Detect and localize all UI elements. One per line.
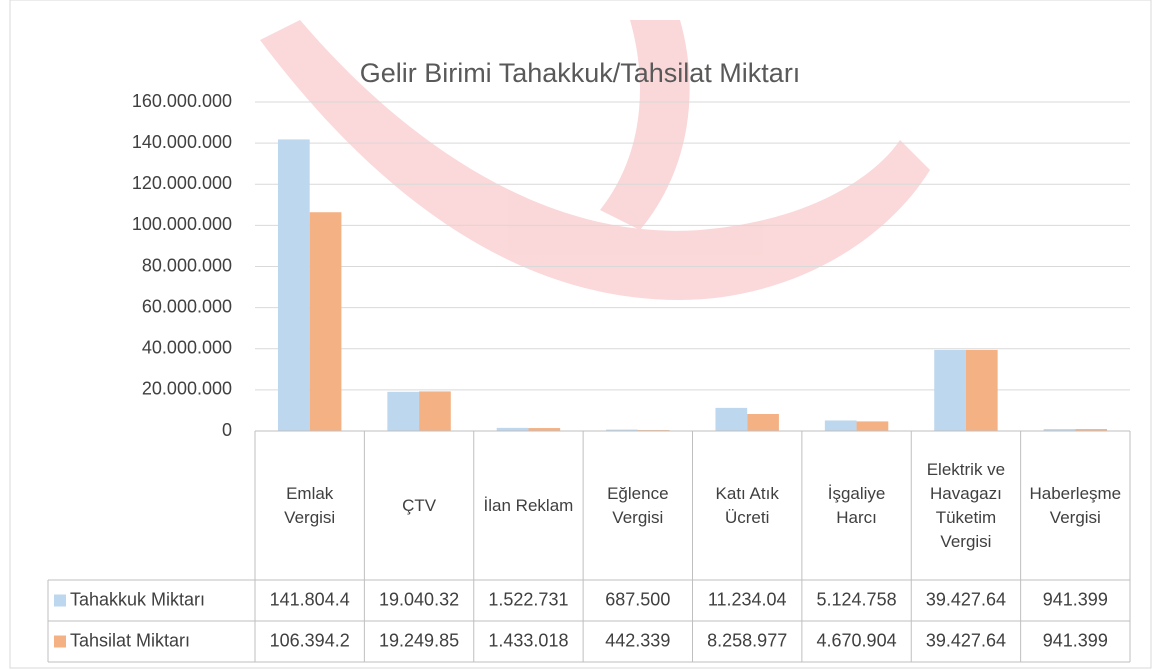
- chart-title: Gelir Birimi Tahakkuk/Tahsilat Miktarı: [360, 58, 801, 88]
- bar: [419, 391, 451, 431]
- table-value: 19.040.32: [379, 589, 459, 609]
- x-tick-label: Emlak Vergisi: [284, 483, 336, 527]
- x-tick-label: Eğlence Vergisi: [607, 483, 669, 527]
- table-value: 141.804.4: [270, 589, 350, 609]
- bar: [309, 212, 342, 431]
- x-tick-label: Katı Atık Ücreti: [715, 483, 779, 527]
- legend-label: Tahakkuk Miktarı: [70, 589, 205, 609]
- table-value: 1.522.731: [488, 589, 568, 609]
- bar: [496, 427, 529, 431]
- y-tick-label: 100.000.000: [132, 214, 232, 234]
- bar: [1043, 429, 1076, 431]
- bar: [715, 407, 748, 431]
- y-tick-label: 0: [222, 420, 232, 440]
- x-tick-label: Haberleşme Vergisi: [1029, 483, 1122, 527]
- table-value: 19.249.85: [379, 630, 459, 650]
- x-tick-label: İlan Reklam: [483, 495, 574, 515]
- table-value: 941.399: [1043, 630, 1108, 650]
- table-value: 11.234.04: [708, 589, 787, 609]
- table-value: 8.258.977: [707, 630, 787, 650]
- table-value: 39.427.64: [926, 630, 1006, 650]
- table-value: 4.670.904: [817, 630, 897, 650]
- chart-border: [9, 0, 1152, 669]
- y-tick-label: 40.000.000: [142, 338, 232, 358]
- x-tick-label: İşgaliye Harcı: [827, 483, 886, 527]
- y-tick-label: 20.000.000: [142, 379, 232, 399]
- legend-key: [54, 594, 66, 607]
- y-tick-label: 140.000.000: [132, 132, 232, 152]
- bar: [856, 421, 889, 431]
- y-tick-label: 80.000.000: [142, 255, 232, 275]
- table-value: 1.433.018: [488, 630, 568, 650]
- table-value: 941.399: [1043, 589, 1108, 609]
- y-tick-label: 60.000.000: [142, 296, 232, 316]
- legend-label: Tahsilat Miktarı: [70, 630, 190, 650]
- bar: [824, 420, 857, 431]
- bar: [747, 414, 779, 431]
- bar: [528, 428, 561, 431]
- table-value: 442.339: [605, 630, 670, 650]
- x-tick-label: ÇTV: [402, 495, 437, 515]
- table-value: 39.427.64: [926, 589, 1006, 609]
- bar: [387, 391, 420, 431]
- legend-key: [54, 635, 66, 648]
- y-tick-label: 120.000.000: [132, 173, 232, 193]
- bar: [606, 429, 638, 431]
- table-value: 106.394.2: [270, 630, 350, 650]
- bar: [1075, 429, 1108, 431]
- watermark: [260, 20, 930, 300]
- table-value: 687.500: [605, 589, 670, 609]
- bar: [965, 349, 998, 431]
- table-value: 5.124.758: [817, 589, 897, 609]
- bar: [277, 139, 310, 431]
- y-tick-label: 160.000.000: [132, 91, 232, 111]
- x-tick-label: Elektrik ve Havagazı Tüketim Vergisi: [926, 459, 1006, 551]
- bar: [934, 349, 966, 431]
